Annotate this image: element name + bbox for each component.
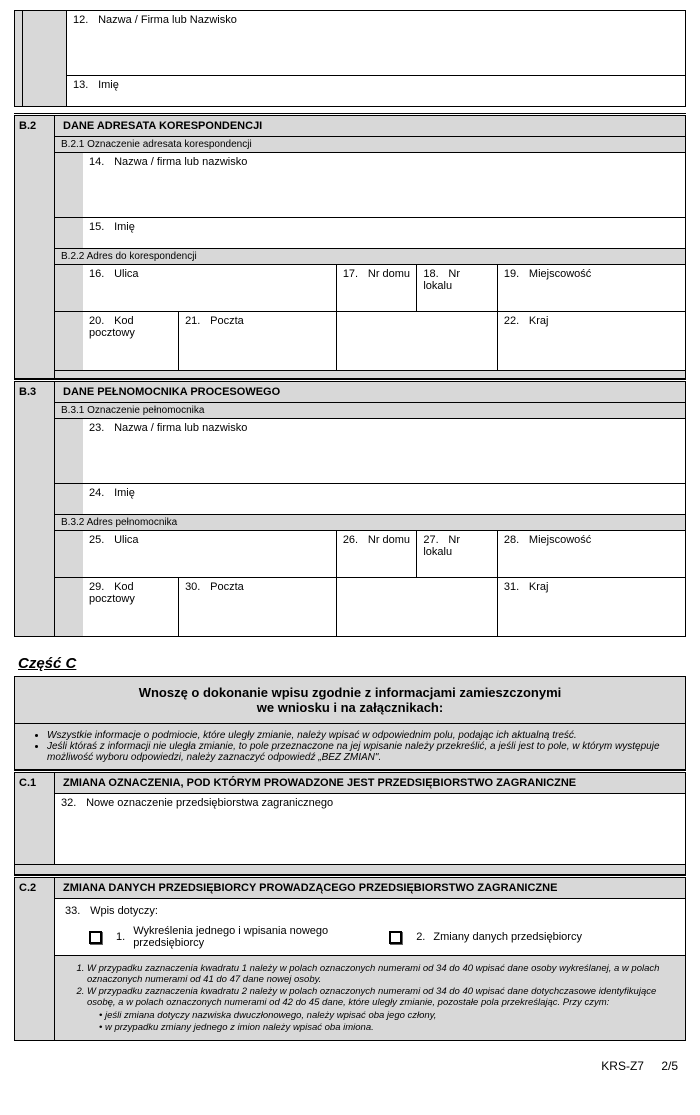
field-13-label: Imię xyxy=(98,79,119,91)
c1-title: ZMIANA OZNACZENIA, POD KTÓRYM PROWADZONE… xyxy=(55,772,686,794)
gray-indent xyxy=(23,11,67,107)
field-15[interactable]: 15. Imię xyxy=(55,218,686,249)
section-b3: B.3 DANE PEŁNOMOCNIKA PROCESOWEGO B.3.1 … xyxy=(14,379,686,637)
field-29[interactable]: 29. Kod pocztowy xyxy=(83,578,178,608)
c2-code: C.2 xyxy=(15,877,55,1041)
field-22[interactable]: 22. Kraj xyxy=(497,312,685,371)
part-c-heading: Wnoszę o dokonanie wpisu zgodnie z infor… xyxy=(15,677,686,724)
part-c-header: Wnoszę o dokonanie wpisu zgodnie z infor… xyxy=(14,676,686,770)
opt1-num: 1. xyxy=(116,931,125,943)
field-12-num: 12. xyxy=(73,14,95,26)
b3-title: DANE PEŁNOMOCNIKA PROCESOWEGO xyxy=(55,381,686,403)
field-12-label: Nazwa / Firma lub Nazwisko xyxy=(98,14,237,26)
field-29-30: 29. Kod pocztowy 30. Poczta xyxy=(55,578,337,637)
checkbox-opt1[interactable] xyxy=(89,931,102,944)
field-13-num: 13. xyxy=(73,79,95,91)
b2-code: B.2 xyxy=(15,115,55,379)
section-b2: B.2 DANE ADRESATA KORESPONDENCJI B.2.1 O… xyxy=(14,113,686,379)
section-top: 12. Nazwa / Firma lub Nazwisko 13. Imię xyxy=(14,10,686,107)
part-c-title: Część C xyxy=(18,655,686,672)
part-c-instructions: Wszystkie informacje o podmiocie, które … xyxy=(15,724,686,770)
c2-notes: W przypadku zaznaczenia kwadratu 1 należ… xyxy=(55,956,686,1041)
b3-code: B.3 xyxy=(15,381,55,637)
gray-margin xyxy=(15,11,23,107)
field-23[interactable]: 23. Nazwa / firma lub nazwisko xyxy=(55,419,686,484)
field-28[interactable]: 28. Miejscowość xyxy=(497,531,685,578)
field-25[interactable]: 25. Ulica xyxy=(55,531,337,578)
b3-2-header: B.3.2 Adres pełnomocnika xyxy=(55,515,686,531)
field-21-ext[interactable] xyxy=(336,312,497,371)
c2-title: ZMIANA DANYCH PRZEDSIĘBIORCY PROWADZĄCEG… xyxy=(55,877,686,899)
page-number: 2/5 xyxy=(661,1059,678,1073)
form-code: KRS-Z7 xyxy=(601,1059,644,1073)
field-33: 33. Wpis dotyczy: 1. Wykreślenia jednego… xyxy=(55,899,686,956)
field-17[interactable]: 17. Nr domu xyxy=(336,265,417,312)
field-14[interactable]: 14. Nazwa / firma lub nazwisko xyxy=(55,153,686,218)
field-16[interactable]: 16. Ulica xyxy=(55,265,337,312)
b2-2-header: B.2.2 Adres do korespondencji xyxy=(55,249,686,265)
field-20[interactable]: 20. Kod pocztowy xyxy=(83,312,178,342)
field-18[interactable]: 18. Nr lokalu xyxy=(417,265,498,312)
opt1-label: Wykreślenia jednego i wpisania nowegoprz… xyxy=(133,925,333,949)
opt2-num: 2. xyxy=(416,931,425,943)
b2-title: DANE ADRESATA KORESPONDENCJI xyxy=(55,115,686,137)
field-31[interactable]: 31. Kraj xyxy=(497,578,685,637)
c1-code: C.1 xyxy=(15,772,55,865)
section-c2: C.2 ZMIANA DANYCH PRZEDSIĘBIORCY PROWADZ… xyxy=(14,875,686,1041)
field-26[interactable]: 26. Nr domu xyxy=(336,531,417,578)
page-footer: KRS-Z7 2/5 xyxy=(14,1041,686,1079)
b2-1-header: B.2.1 Oznaczenie adresata korespondencji xyxy=(55,137,686,153)
b3-1-header: B.3.1 Oznaczenie pełnomocnika xyxy=(55,403,686,419)
checkbox-opt2[interactable] xyxy=(389,931,402,944)
field-13[interactable]: 13. Imię xyxy=(67,76,686,107)
field-30[interactable]: 30. Poczta xyxy=(179,578,336,596)
field-27[interactable]: 27. Nr lokalu xyxy=(417,531,498,578)
field-19[interactable]: 19. Miejscowość xyxy=(497,265,685,312)
opt2-label: Zmiany danych przedsiębiorcy xyxy=(433,931,582,943)
section-c1: C.1 ZMIANA OZNACZENIA, POD KTÓRYM PROWAD… xyxy=(14,770,686,875)
field-32[interactable]: 32. Nowe oznaczenie przedsiębiorstwa zag… xyxy=(55,794,686,865)
field-20-21: 20. Kod pocztowy 21. Poczta xyxy=(55,312,337,371)
field-21[interactable]: 21. Poczta xyxy=(179,312,336,330)
field-24[interactable]: 24. Imię xyxy=(55,484,686,515)
field-30-ext[interactable] xyxy=(336,578,497,637)
field-12[interactable]: 12. Nazwa / Firma lub Nazwisko xyxy=(67,11,686,76)
